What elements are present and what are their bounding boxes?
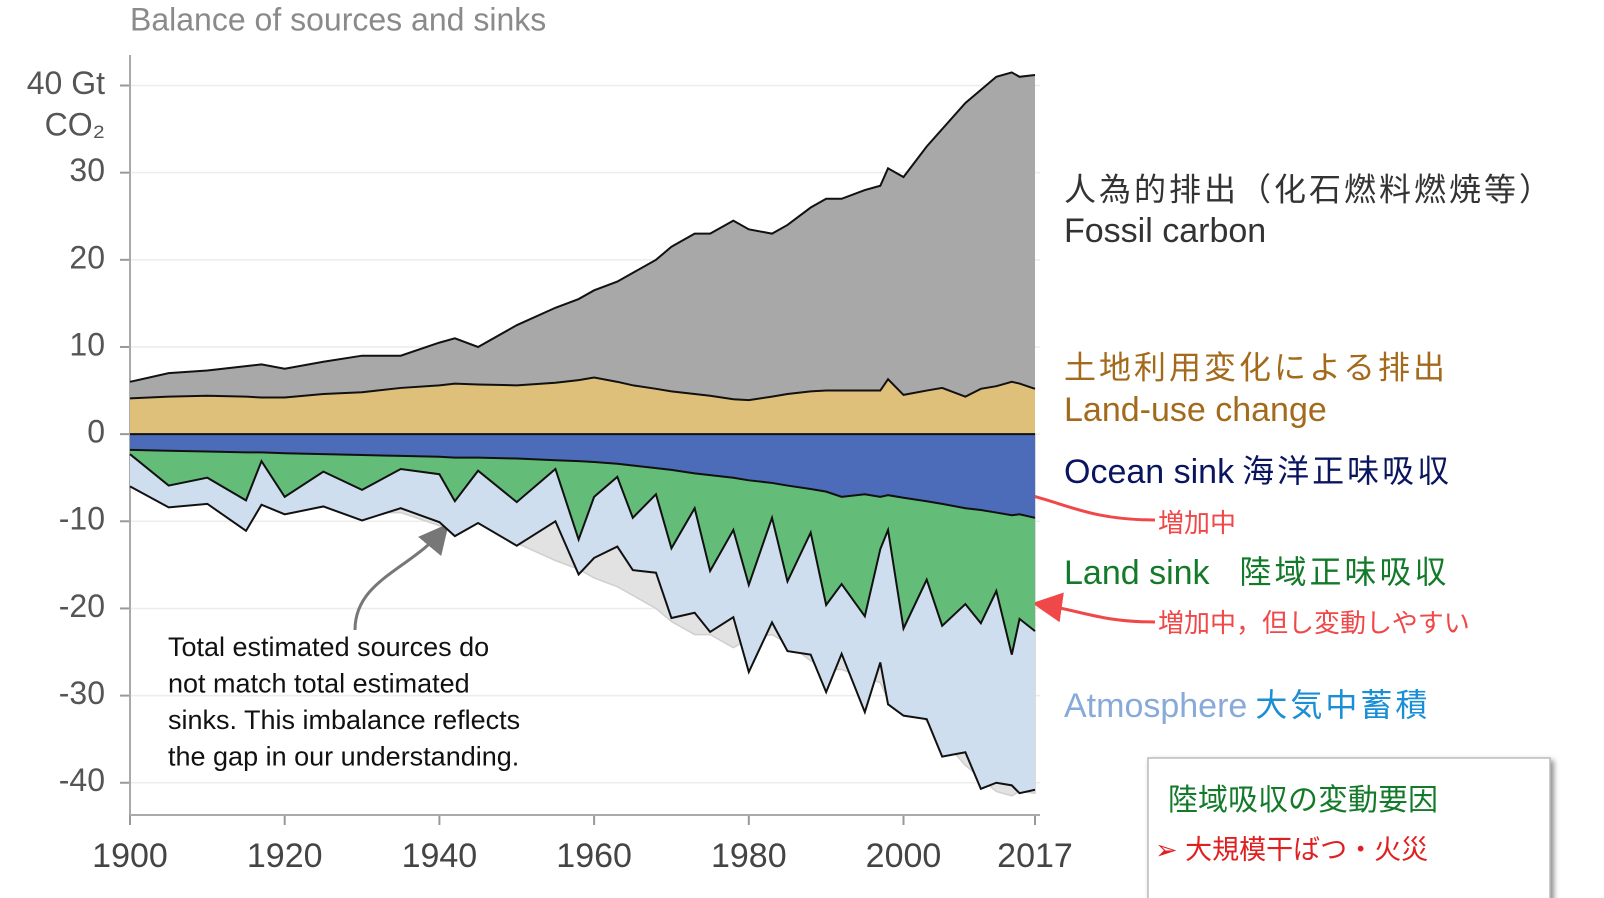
info-box <box>1147 757 1551 898</box>
annotation: 増加中，但し変動しやすい <box>1158 608 1470 638</box>
y-tick-label: -30 <box>59 675 105 711</box>
y-tick-label: 30 <box>69 152 105 188</box>
x-tick-label: 2000 <box>866 837 942 875</box>
x-tick-label: 1900 <box>92 837 168 875</box>
annotation: Total estimated sources do <box>168 632 489 662</box>
annotation: not match total estimated <box>168 669 470 699</box>
legend-label: Ocean sink <box>1064 453 1235 491</box>
y-tick-label: 40 Gt <box>27 65 105 101</box>
x-tick-label: 2017 <box>997 837 1073 875</box>
x-tick-label: 1920 <box>247 837 323 875</box>
x-tick-label: 1960 <box>556 837 632 875</box>
area-edge <box>129 71 1036 383</box>
annotation: 増加中 <box>1158 508 1236 538</box>
area <box>130 377 1035 435</box>
area <box>130 434 1035 518</box>
y-axis-unit: CO₂ <box>45 106 105 142</box>
y-tick-label: 0 <box>87 414 105 450</box>
arrow <box>353 523 449 631</box>
y-tick-label: -10 <box>59 501 105 537</box>
annotation: sinks. This imbalance reflects <box>168 705 520 735</box>
chart-title: Balance of sources and sinks <box>130 1 546 37</box>
legend-label: Atmosphere 大気中蓄積 <box>1064 687 1430 725</box>
y-tick-label: 20 <box>69 239 105 275</box>
series-label-ja: 陸域正味吸収 <box>1240 554 1450 590</box>
legend-label: Ocean sink 海洋正味吸収 <box>1064 453 1452 491</box>
area <box>130 449 1035 655</box>
y-tick-label: -20 <box>59 588 105 624</box>
box-item: ➢ 大規模干ばつ・火災 <box>1155 835 1428 865</box>
arrow <box>1032 592 1156 624</box>
series-label-ja: 大気中蓄積 <box>1255 687 1430 723</box>
area-edge <box>129 485 1036 795</box>
annotation: the gap in our understanding. <box>168 742 519 772</box>
x-tick-label: 1980 <box>711 837 787 875</box>
area-edge <box>129 376 1036 402</box>
series-label-ja: 土地利用変化による排出 <box>1064 349 1448 385</box>
area-edge <box>129 453 1036 655</box>
area-edge <box>129 448 1036 519</box>
series-label-ja: 海洋正味吸収 <box>1242 453 1452 489</box>
y-tick-label: 10 <box>69 326 105 362</box>
area <box>130 72 1035 401</box>
legend-label: Fossil carbon <box>1064 212 1266 250</box>
x-tick-label: 1940 <box>402 837 478 875</box>
series-label-ja: 人為的排出（化石燃料燃焼等） <box>1064 171 1554 207</box>
y-tick-label: -40 <box>59 762 105 798</box>
legend-label: Land sink <box>1064 554 1211 592</box>
legend-label: Land sink 陸域正味吸収 <box>1064 554 1450 592</box>
box-title: 陸域吸収の変動要因 <box>1168 784 1438 817</box>
legend-label: Land-use change <box>1064 391 1327 429</box>
legend-label: Atmosphere <box>1064 687 1247 725</box>
